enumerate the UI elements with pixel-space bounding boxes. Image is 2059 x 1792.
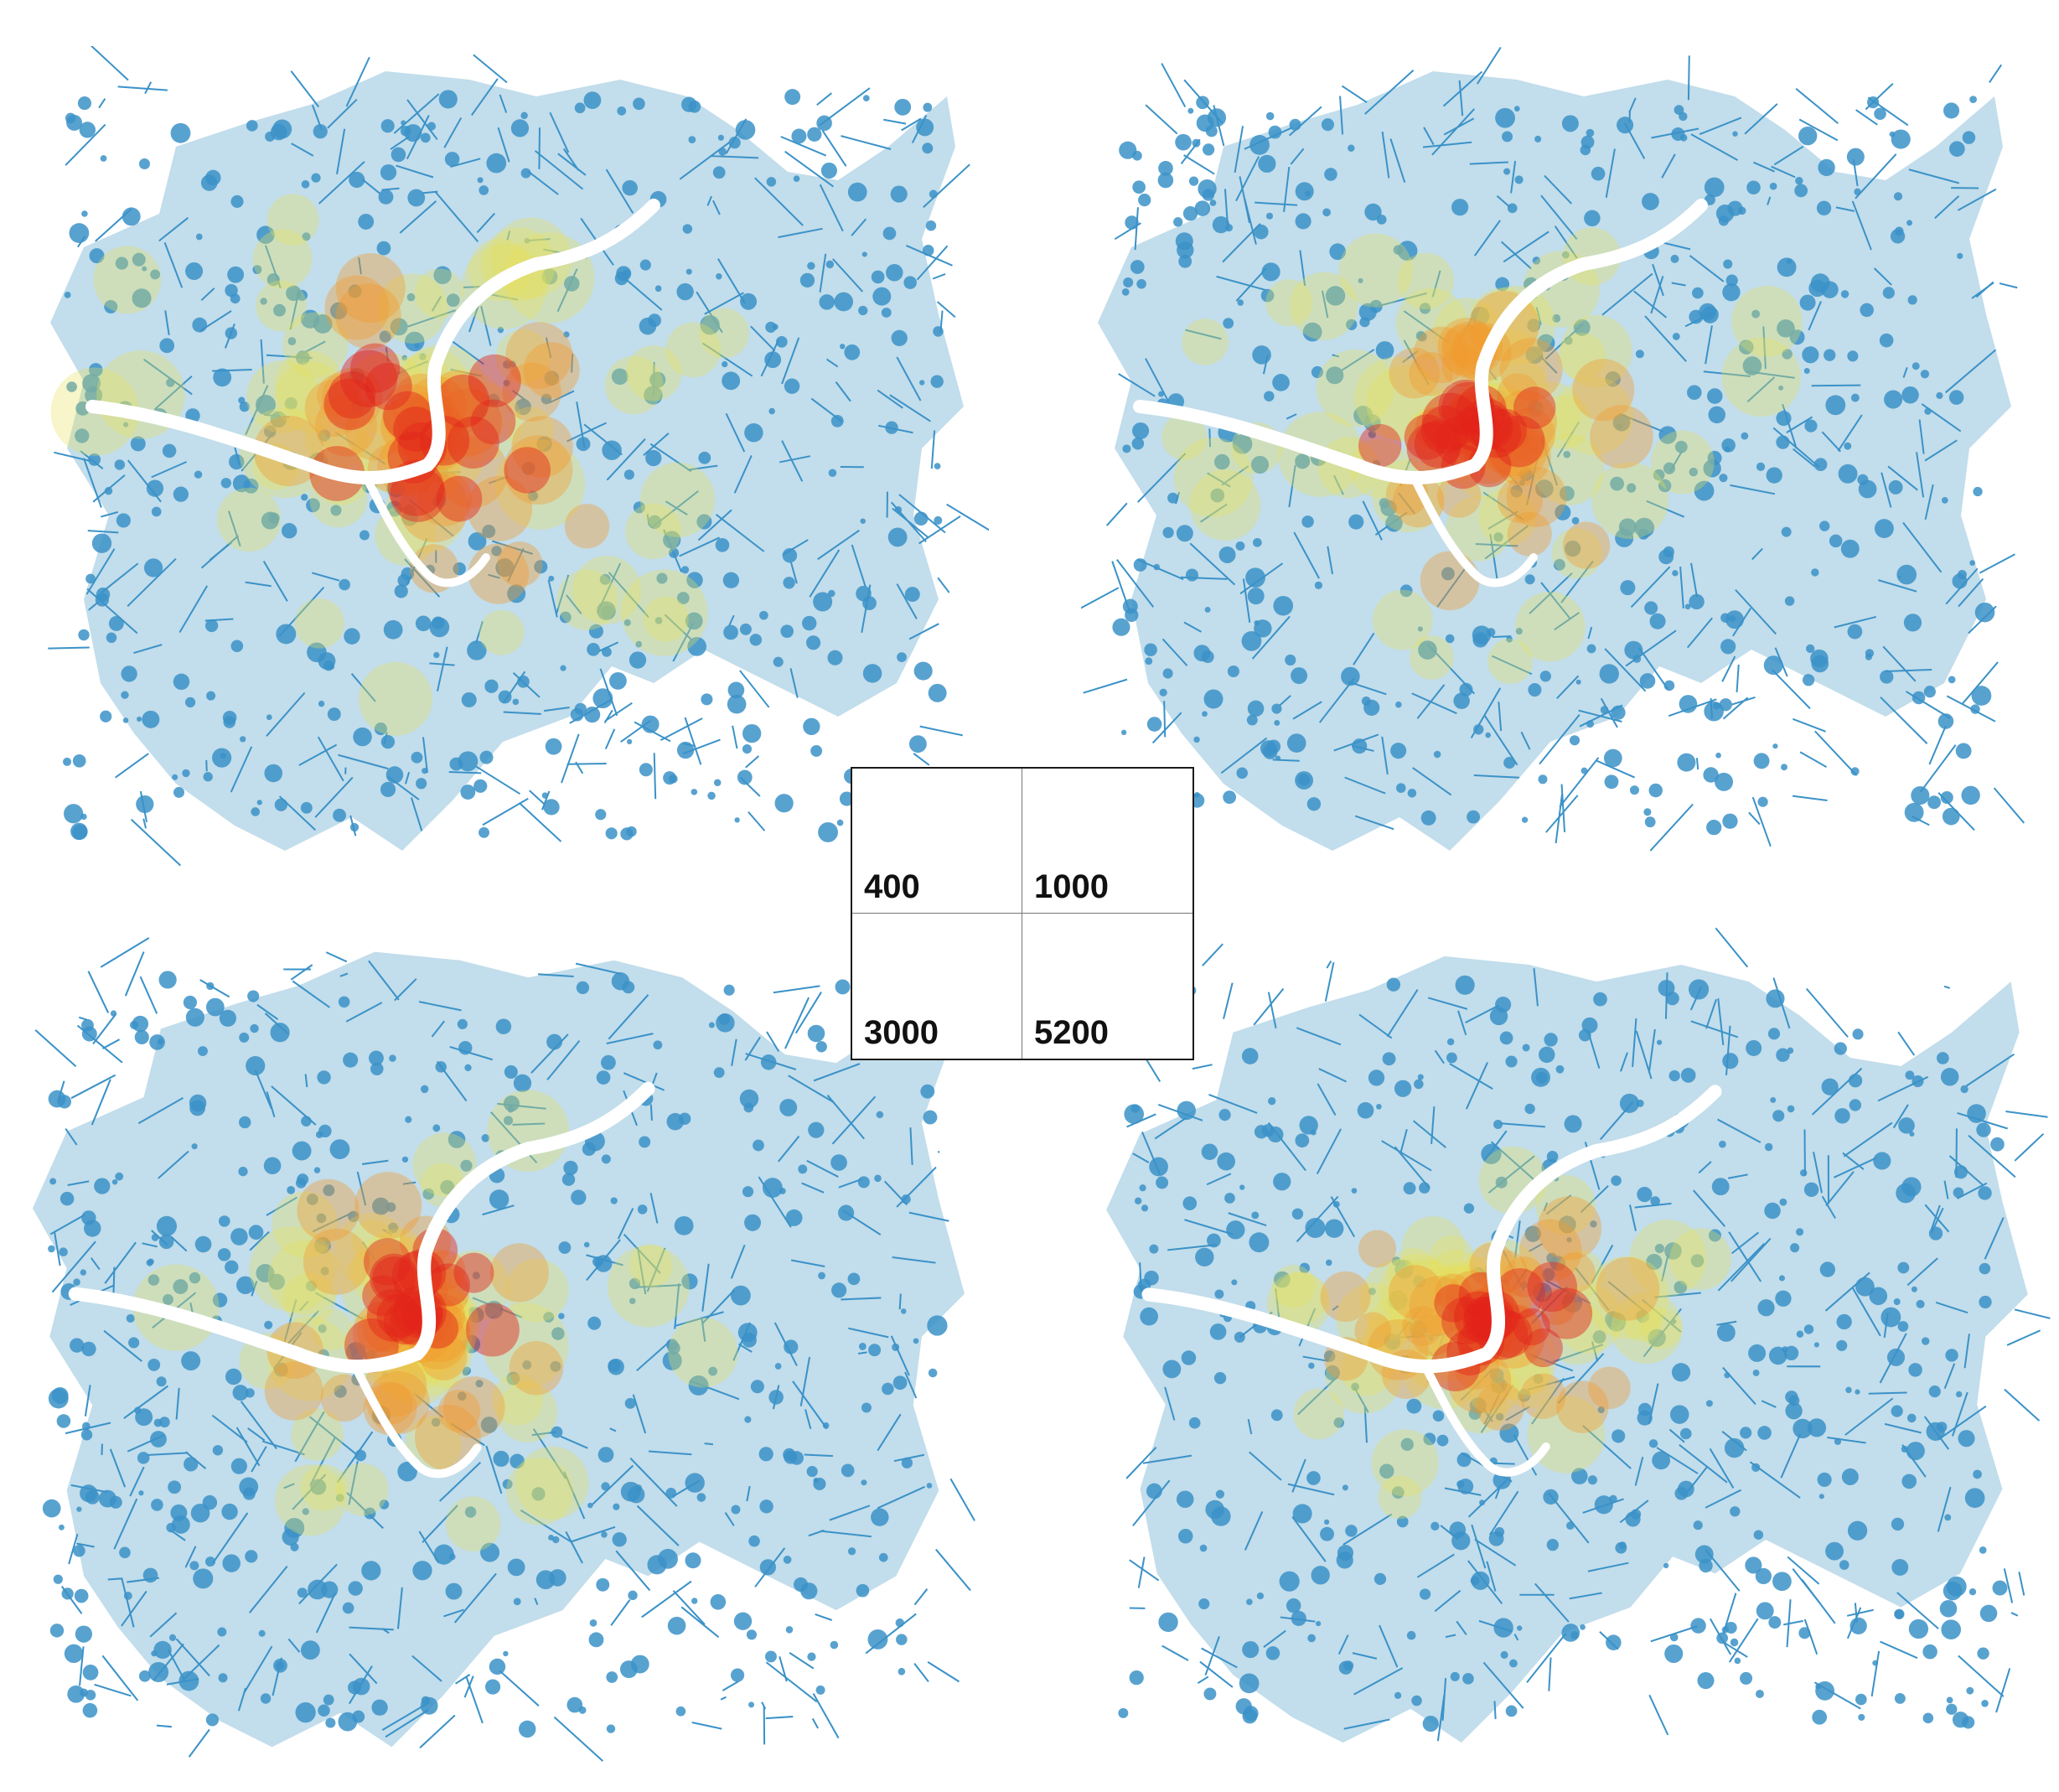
key-label-3000: 3000 (864, 1014, 939, 1051)
key-cell-bottom-right: 5200 (1022, 914, 1192, 1059)
key-label-5200: 5200 (1034, 1014, 1109, 1051)
network-map-3000 (32, 937, 975, 1762)
map-panel-400 (34, 46, 989, 876)
key-label-400: 400 (864, 868, 920, 905)
key-cell-top-left: 400 (852, 769, 1022, 914)
network-map-1000 (1081, 46, 2025, 863)
network-map-5200 (1106, 927, 2051, 1743)
map-panel-5200 (1089, 926, 2053, 1773)
key-cell-bottom-left: 3000 (852, 914, 1022, 1059)
key-label-1000: 1000 (1034, 868, 1109, 905)
map-panel-1000 (1081, 46, 2036, 876)
panel-key-grid: 400 1000 3000 5200 (851, 767, 1194, 1060)
key-cell-top-right: 1000 (1022, 769, 1192, 914)
network-map-400 (48, 46, 989, 867)
map-panel-3000 (8, 926, 997, 1773)
